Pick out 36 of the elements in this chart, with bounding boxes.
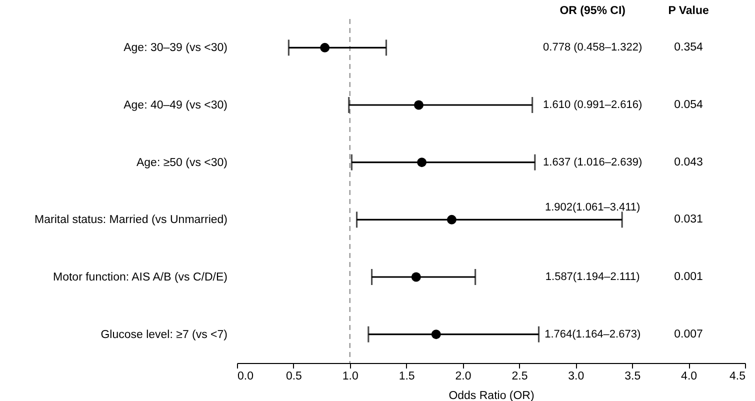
x-tick-label: 2.5	[512, 370, 528, 382]
annotation: 0.778 (0.458–1.322)	[543, 42, 642, 54]
point	[411, 272, 421, 282]
annotation: 1.637 (1.016–2.639)	[543, 156, 642, 168]
annotation: 0.007	[674, 328, 703, 340]
annotation: 0.043	[674, 156, 703, 168]
y-tick-label: Glucose level: ≥7 (vs <7)	[100, 328, 228, 341]
y-tick-label: Age: 40–49 (vs <30)	[124, 100, 228, 112]
x-tick-label: 0.0	[238, 370, 254, 382]
y-tick-label: Motor function: AIS A/B (vs C/D/E)	[53, 272, 228, 284]
point	[414, 100, 424, 110]
x-tick-label: 2.0	[455, 370, 472, 382]
annotation: 1.902(1.061–3.411)	[544, 202, 640, 214]
x-tick-label: 4.5	[730, 370, 746, 382]
x-tick-label: 1.5	[398, 370, 415, 382]
x-tick-label: 4.0	[681, 370, 698, 382]
annotation: 0.031	[674, 214, 703, 226]
x-tick-label: 3.0	[568, 370, 584, 382]
x-tick-label: 3.5	[624, 370, 641, 382]
annotation: 1.587(1.194–2.111)	[545, 271, 640, 283]
annotation: 0.001	[674, 271, 703, 283]
y-tick-label: Marital status: Married (vs Unmarried)	[34, 214, 228, 226]
text: P Value	[668, 5, 709, 17]
point	[431, 330, 441, 340]
text: OR (95% CI)	[560, 5, 626, 17]
point	[320, 42, 330, 52]
annotation: 0.354	[674, 42, 704, 54]
x-tick-label: 1.0	[342, 370, 358, 382]
point	[446, 214, 456, 224]
annotation: 0.054	[674, 99, 704, 111]
y-tick-label: Age: 30–39 (vs <30)	[124, 42, 228, 54]
point	[417, 158, 427, 168]
y-tick-label: Age: ≥50 (vs <30)	[136, 156, 228, 169]
annotation: 1.610 (0.991–2.616)	[543, 99, 642, 111]
x-tick-label: 0.5	[286, 370, 302, 382]
annotation: 1.764(1.164–2.673)	[544, 328, 641, 340]
